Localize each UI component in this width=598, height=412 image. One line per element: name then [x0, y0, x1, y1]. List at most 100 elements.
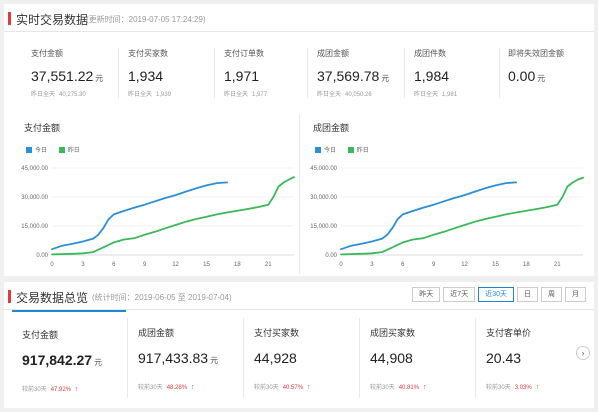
card-label: 成团金额	[138, 328, 175, 338]
metric-value: 37,551.22 元	[31, 68, 104, 84]
range-day-button[interactable]: 日	[517, 287, 538, 302]
x-tick-label: 12	[172, 262, 179, 268]
metric-group-items[interactable]: 成团件数 1,984 昨日全天 1,981	[414, 40, 510, 100]
metric-divider	[214, 48, 215, 98]
section-accent-bar	[8, 12, 11, 25]
card-value: 917,433.83 元	[138, 350, 219, 366]
realtime-header: 实时交易数据 (更新时间：2019-07-05 17:24:29)	[4, 4, 594, 32]
y-tick-label: 0.00	[36, 253, 48, 259]
x-tick-label: 9	[143, 262, 147, 268]
series-line-today	[51, 181, 229, 251]
trend-up-icon: ↑	[75, 386, 79, 393]
y-tick-label: 45,000.00	[310, 166, 337, 172]
card-label: 支付客单价	[486, 328, 532, 338]
card-compare: 较前30天 47.92% ↑	[22, 386, 79, 393]
card-avg-order-price[interactable]: 支付客单价 20.43 较前30天 3.03% ↑	[476, 310, 572, 408]
history-panel: 交易数据总览 (统计时间：2019-06-05 至 2019-07-04) 昨天…	[4, 282, 594, 408]
metric-yesterday: 昨日全天 40,275.30	[31, 92, 86, 98]
metric-value: 1,971	[224, 68, 260, 84]
x-tick-label: 3	[370, 262, 374, 268]
group-amount-chart: 成团金额 今日 昨日 0.00 15,000.00 30,000.00 45,000.…	[301, 112, 588, 274]
metric-pay-amount[interactable]: 支付金额 37,551.22 元 昨日全天 40,275.30	[31, 40, 127, 100]
x-tick-label: 3	[81, 262, 85, 268]
card-value: 44,908	[370, 350, 413, 366]
card-divider	[127, 318, 128, 398]
y-tick-label: 0.00	[325, 253, 337, 259]
chart-title: 成团金额	[313, 123, 350, 133]
card-value: 44,928	[254, 350, 297, 366]
history-title: 交易数据总览	[16, 291, 89, 305]
card-label: 支付金额	[22, 330, 59, 340]
metric-label: 支付订单数	[224, 49, 264, 58]
chart-divider	[299, 114, 300, 274]
metric-value: 1,934	[128, 68, 164, 84]
card-divider	[475, 318, 476, 398]
trend-up-icon: ↑	[535, 384, 540, 391]
chart-legend: 今日 昨日	[315, 145, 379, 154]
trend-up-icon: ↑	[191, 384, 195, 391]
card-label: 支付买家数	[254, 328, 300, 338]
card-compare: 较前30天 40.81% ↑	[370, 384, 427, 391]
update-time: (更新时间：2019-07-05 17:24:29)	[86, 15, 206, 24]
group-amount-plot: 0.00 15,000.00 30,000.00 45,000.00 0 3 6 9 12 15 1…	[310, 166, 584, 268]
pay-amount-chart: 支付金额 今日 昨日 0.00 15,000.00 30,000.00 45,000.…	[12, 112, 299, 274]
realtime-panel: 实时交易数据 (更新时间：2019-07-05 17:24:29) 支付金额 3…	[4, 4, 594, 276]
metric-label: 即将失效团金额	[508, 49, 564, 58]
metric-label: 支付金额	[31, 49, 63, 58]
card-compare: 较前30天 48.28% ↑	[138, 384, 195, 391]
legend-item-yesterday[interactable]: 昨日	[347, 145, 369, 154]
y-tick-label: 45,000.00	[21, 166, 48, 172]
card-group-buyers[interactable]: 成团买家数 44,908 较前30天 40.81% ↑	[360, 310, 474, 408]
x-tick-label: 0	[50, 262, 54, 268]
metric-yesterday: 昨日全天 1,981	[414, 92, 458, 98]
chart-title: 支付金额	[24, 123, 61, 133]
metric-value: 1,984	[414, 68, 450, 84]
x-tick-label: 15	[203, 262, 210, 268]
history-header: 交易数据总览 (统计时间：2019-06-05 至 2019-07-04) 昨天…	[4, 282, 594, 310]
card-group-amount[interactable]: 成团金额 917,433.83 元 较前30天 48.28% ↑	[128, 310, 242, 408]
range-30days-button[interactable]: 近30天	[478, 287, 514, 302]
card-pay-buyers[interactable]: 支付买家数 44,928 较前30天 40.57% ↑	[244, 310, 358, 408]
x-tick-label: 0	[339, 262, 343, 268]
x-tick-label: 18	[234, 262, 241, 268]
card-value: 917,842.27 元	[22, 352, 103, 368]
legend-item-yesterday[interactable]: 昨日	[58, 145, 80, 154]
chevron-right-icon[interactable]: ›	[576, 346, 590, 360]
metric-divider	[118, 48, 119, 98]
card-pay-amount[interactable]: 支付金额 917,842.27 元 较前30天 47.92% ↑	[12, 310, 126, 408]
x-tick-label: 21	[554, 262, 561, 268]
metric-expiring-amount[interactable]: 即将失效团金额 0.00 元	[508, 40, 598, 100]
series-line-today	[340, 181, 518, 251]
range-buttons: 昨天 近7天 近30天 日 周 月	[409, 287, 586, 303]
y-tick-label: 30,000.00	[21, 195, 48, 201]
x-tick-label: 21	[265, 262, 272, 268]
metric-group-amount[interactable]: 成团金额 37,569.78 元 昨日全天 40,050.26	[317, 40, 413, 100]
metric-pay-buyers[interactable]: 支付买家数 1,934 昨日全天 1,939	[128, 40, 224, 100]
trend-up-icon: ↑	[423, 384, 427, 391]
legend-item-today[interactable]: 今日	[26, 145, 47, 154]
metric-divider	[307, 48, 308, 98]
x-tick-label: 12	[461, 262, 468, 268]
x-tick-label: 15	[492, 262, 499, 268]
metric-value: 0.00 元	[508, 68, 546, 84]
metric-divider	[499, 48, 500, 98]
chart-legend: 今日 昨日	[26, 145, 90, 154]
y-tick-label: 15,000.00	[310, 224, 337, 230]
metric-pay-orders[interactable]: 支付订单数 1,971 昨日全天 1,977	[224, 40, 320, 100]
metric-label: 成团金额	[317, 49, 349, 58]
metric-value: 37,569.78 元	[317, 68, 390, 84]
realtime-title: 实时交易数据	[16, 13, 89, 27]
card-compare: 较前30天 40.57% ↑	[254, 384, 311, 391]
range-month-button[interactable]: 月	[565, 287, 586, 302]
metric-yesterday: 昨日全天 1,939	[128, 92, 172, 98]
metric-divider	[404, 48, 405, 98]
y-tick-label: 15,000.00	[21, 224, 48, 230]
range-week-button[interactable]: 周	[541, 287, 562, 302]
range-7days-button[interactable]: 近7天	[443, 287, 476, 302]
series-line-yesterday	[340, 176, 584, 256]
x-tick-label: 6	[112, 262, 116, 268]
card-divider	[359, 318, 360, 398]
pay-amount-plot: 0.00 15,000.00 30,000.00 45,000.00 0 3 6 9 12 15 1…	[21, 166, 295, 268]
legend-item-today[interactable]: 今日	[315, 145, 336, 154]
range-yesterday-button[interactable]: 昨天	[412, 287, 441, 302]
